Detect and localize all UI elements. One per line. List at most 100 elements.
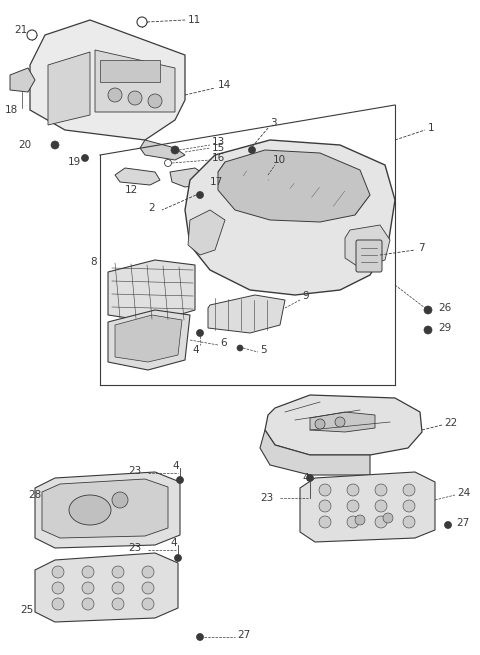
Circle shape xyxy=(424,306,432,314)
Circle shape xyxy=(403,484,415,496)
Text: 19: 19 xyxy=(68,157,81,167)
Circle shape xyxy=(319,516,331,528)
Circle shape xyxy=(444,521,452,529)
Circle shape xyxy=(108,88,122,102)
Circle shape xyxy=(403,516,415,528)
Circle shape xyxy=(112,598,124,610)
Circle shape xyxy=(52,582,64,594)
Polygon shape xyxy=(170,168,205,187)
Text: 28: 28 xyxy=(28,490,41,500)
Circle shape xyxy=(52,598,64,610)
Circle shape xyxy=(375,516,387,528)
Text: 9: 9 xyxy=(302,291,309,301)
Polygon shape xyxy=(35,553,178,622)
Polygon shape xyxy=(218,150,370,222)
Text: 7: 7 xyxy=(418,243,425,253)
Polygon shape xyxy=(260,430,370,475)
Polygon shape xyxy=(48,52,90,125)
Circle shape xyxy=(355,515,365,525)
Text: 11: 11 xyxy=(188,15,201,25)
Ellipse shape xyxy=(69,495,111,525)
Text: 15: 15 xyxy=(212,143,225,153)
Circle shape xyxy=(375,484,387,496)
Bar xyxy=(100,60,160,82)
Text: 24: 24 xyxy=(457,488,470,498)
Text: 16: 16 xyxy=(212,153,225,163)
Polygon shape xyxy=(310,412,375,432)
Text: 21: 21 xyxy=(14,25,27,35)
Text: 4: 4 xyxy=(192,345,199,355)
Circle shape xyxy=(142,582,154,594)
Text: 23: 23 xyxy=(128,543,141,553)
Circle shape xyxy=(196,329,204,337)
Circle shape xyxy=(171,146,179,154)
Text: 22: 22 xyxy=(444,418,457,428)
Polygon shape xyxy=(140,140,185,160)
Circle shape xyxy=(375,500,387,512)
Text: 4: 4 xyxy=(170,538,177,548)
Text: 14: 14 xyxy=(218,80,231,90)
Polygon shape xyxy=(115,315,182,362)
Circle shape xyxy=(196,633,204,641)
Polygon shape xyxy=(265,395,422,455)
Text: 10: 10 xyxy=(273,155,286,165)
Text: 1: 1 xyxy=(428,123,434,133)
Circle shape xyxy=(315,419,325,429)
Circle shape xyxy=(112,582,124,594)
Circle shape xyxy=(112,492,128,508)
Text: 23: 23 xyxy=(128,466,141,476)
Text: 6: 6 xyxy=(220,338,227,348)
Polygon shape xyxy=(30,20,185,140)
Circle shape xyxy=(347,500,359,512)
Circle shape xyxy=(383,513,393,523)
Circle shape xyxy=(82,598,94,610)
Circle shape xyxy=(142,598,154,610)
Circle shape xyxy=(82,155,88,162)
Circle shape xyxy=(112,566,124,578)
Polygon shape xyxy=(345,225,390,268)
Circle shape xyxy=(424,326,432,334)
Text: 5: 5 xyxy=(260,345,266,355)
Text: 25: 25 xyxy=(20,605,33,615)
Circle shape xyxy=(82,582,94,594)
Text: 8: 8 xyxy=(90,257,96,267)
Circle shape xyxy=(148,94,162,108)
Polygon shape xyxy=(188,210,225,255)
Circle shape xyxy=(52,566,64,578)
Circle shape xyxy=(177,476,183,483)
Circle shape xyxy=(82,566,94,578)
Polygon shape xyxy=(185,140,395,295)
Text: 27: 27 xyxy=(456,518,469,528)
Circle shape xyxy=(237,345,243,351)
Polygon shape xyxy=(10,68,35,92)
Circle shape xyxy=(128,91,142,105)
Polygon shape xyxy=(208,295,285,333)
Polygon shape xyxy=(115,168,160,185)
Text: 17: 17 xyxy=(210,177,223,187)
Text: 13: 13 xyxy=(212,137,225,147)
Circle shape xyxy=(137,17,147,27)
FancyBboxPatch shape xyxy=(356,240,382,272)
Circle shape xyxy=(319,500,331,512)
Text: 18: 18 xyxy=(5,105,18,115)
Circle shape xyxy=(27,30,37,40)
Polygon shape xyxy=(108,260,195,322)
Circle shape xyxy=(175,555,181,561)
Text: 26: 26 xyxy=(438,303,451,313)
Polygon shape xyxy=(42,479,168,538)
Text: 12: 12 xyxy=(125,185,138,195)
Circle shape xyxy=(347,484,359,496)
Polygon shape xyxy=(108,310,190,370)
Circle shape xyxy=(249,147,255,153)
Text: 20: 20 xyxy=(18,140,31,150)
Circle shape xyxy=(403,500,415,512)
Polygon shape xyxy=(300,472,435,542)
Text: 3: 3 xyxy=(270,118,276,128)
Circle shape xyxy=(307,474,313,481)
Text: 23: 23 xyxy=(260,493,273,503)
Circle shape xyxy=(142,566,154,578)
Circle shape xyxy=(196,191,204,198)
Polygon shape xyxy=(95,50,175,112)
Text: 4: 4 xyxy=(172,461,179,471)
Circle shape xyxy=(347,516,359,528)
